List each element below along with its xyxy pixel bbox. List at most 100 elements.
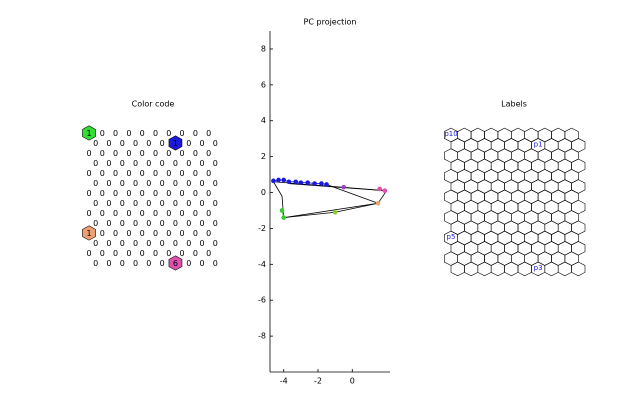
cell-value: 0 <box>193 209 198 218</box>
grid-hex <box>470 251 485 266</box>
cell-value: 0 <box>206 249 211 258</box>
grid-hex <box>477 241 492 256</box>
grid-hex <box>551 251 566 266</box>
cell-hex <box>168 255 183 271</box>
grid-hex <box>477 179 492 194</box>
cell-value: 0 <box>166 189 171 198</box>
point <box>305 180 311 185</box>
cell-value: 0 <box>180 149 185 158</box>
grid-hex <box>564 230 579 246</box>
grid-hex <box>484 168 499 184</box>
cell-value: 0 <box>180 189 185 198</box>
grid-hex <box>510 230 526 246</box>
cell-value: 0 <box>93 139 98 148</box>
cell-value: 0 <box>173 199 178 208</box>
cell-value: 0 <box>126 169 131 178</box>
cell-value: 0 <box>153 149 158 158</box>
grid-hex <box>484 230 499 246</box>
grid-hex <box>504 138 519 153</box>
grid-hex <box>470 168 485 184</box>
grid-hex <box>484 251 499 266</box>
cell-value: 0 <box>93 219 98 228</box>
grid-hex <box>531 179 546 194</box>
grid-hex <box>457 210 472 225</box>
grid-hex <box>470 189 485 205</box>
cell-value: 0 <box>160 139 165 148</box>
grid-hex <box>517 138 532 153</box>
cell-value: 0 <box>86 189 91 198</box>
grid-hex <box>477 261 492 277</box>
cell-value: 0 <box>180 249 185 258</box>
cell-value: 0 <box>173 219 178 228</box>
point <box>319 181 324 186</box>
cell-value: 0 <box>186 259 191 268</box>
grid-hex <box>517 241 532 256</box>
grid-hex <box>497 210 512 225</box>
cell-value: 0 <box>113 169 118 178</box>
cell-value: 0 <box>146 239 151 248</box>
grid-hex <box>564 189 579 205</box>
grid-hex <box>484 127 499 143</box>
cell-value: 0 <box>160 199 165 208</box>
grid-hex <box>551 168 566 184</box>
grid-hex <box>457 168 472 184</box>
cell-value: 0 <box>206 209 211 218</box>
grid-hex <box>443 189 459 205</box>
cell-value: 0 <box>106 199 111 208</box>
point <box>324 182 329 187</box>
grid-hex <box>517 158 532 174</box>
cell-value: 0 <box>146 199 151 208</box>
cell-value: 0 <box>140 129 145 138</box>
series-line <box>326 184 379 204</box>
cell-value: 0 <box>100 209 105 218</box>
cell-value: 0 <box>100 149 105 158</box>
grid-hex <box>443 168 459 184</box>
cell-value: 0 <box>140 169 145 178</box>
grid-hex <box>571 220 586 235</box>
cell-value: 0 <box>213 159 218 168</box>
cell-value: 0 <box>206 149 211 158</box>
cell-label: p10 <box>444 130 457 138</box>
grid-hex <box>544 220 559 235</box>
grid-hex <box>484 189 499 205</box>
grid-hex <box>551 148 566 163</box>
cell-value: 0 <box>100 169 105 178</box>
point <box>312 181 317 186</box>
grid-hex <box>464 241 479 256</box>
grid-hex <box>544 261 559 277</box>
grid-hex <box>544 179 559 194</box>
grid-hex <box>571 241 586 256</box>
grid-hex <box>564 148 579 163</box>
cell-value: 0 <box>213 139 218 148</box>
grid-hex <box>504 261 519 277</box>
grid-hex <box>557 158 572 174</box>
grid-hex <box>450 241 465 256</box>
grid-hex <box>517 220 532 235</box>
cell-value: 0 <box>146 139 151 148</box>
grid-hex <box>457 148 472 163</box>
grid-hex <box>497 251 512 266</box>
cell-value: 0 <box>153 169 158 178</box>
cell-value: 0 <box>213 259 218 268</box>
cell-value: 0 <box>133 219 138 228</box>
cell-value: 0 <box>113 129 118 138</box>
cell-value: 0 <box>113 149 118 158</box>
grid-hex <box>443 251 459 266</box>
cell-value: 0 <box>153 189 158 198</box>
cell-value: 0 <box>180 229 185 238</box>
grid-hex <box>457 189 472 205</box>
cell-value: 0 <box>120 159 125 168</box>
cell-value: 6 <box>173 259 178 268</box>
grid-hex <box>517 199 532 215</box>
cell-value: 0 <box>100 249 105 258</box>
cell-value: 0 <box>186 219 191 228</box>
grid-hex <box>443 148 459 163</box>
panel-title: Labels <box>501 100 527 109</box>
cell-value: 0 <box>153 129 158 138</box>
grid-hex <box>524 189 539 205</box>
grid-hex <box>497 127 512 143</box>
cell-value: 0 <box>180 209 185 218</box>
grid-hex <box>544 199 559 215</box>
cell-value: 0 <box>193 129 198 138</box>
